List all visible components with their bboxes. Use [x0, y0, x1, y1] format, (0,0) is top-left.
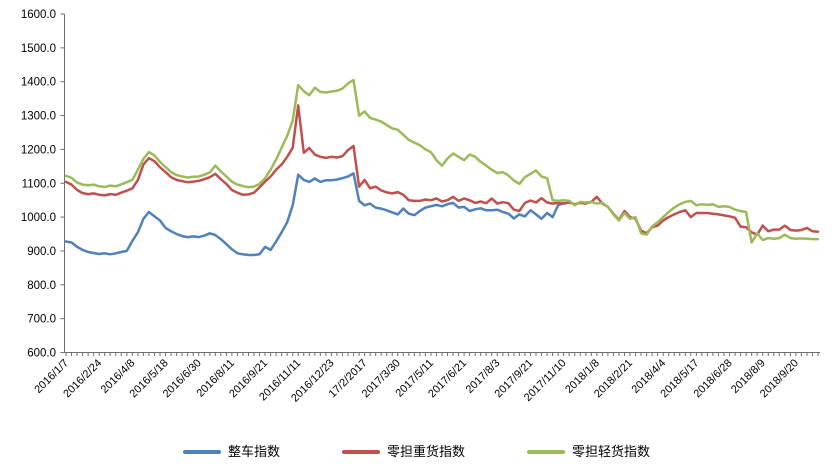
legend-line-sample-ltl-light	[527, 449, 565, 454]
legend-line-sample-ltl-heavy	[341, 449, 380, 454]
legend-line-sample-truckload	[182, 449, 221, 454]
y-tick-label: 1400.0	[21, 77, 56, 89]
y-tick-label: 800.0	[27, 280, 56, 292]
legend-label-ltl-heavy: 零担重货指数	[386, 444, 465, 459]
y-tick-label: 600.0	[27, 348, 56, 360]
y-tick-label: 700.0	[27, 314, 56, 326]
legend-item-ltl-light: 零担轻货指数	[527, 445, 650, 458]
legend-label-ltl-light: 零担轻货指数	[572, 444, 651, 459]
y-tick-label: 1100.0	[22, 178, 56, 190]
chart-legend: 整车指数 零担重货指数 零担轻货指数	[0, 445, 833, 458]
series-line-1	[64, 104, 820, 236]
y-tick-label: 1000.0	[21, 212, 56, 224]
y-tick-label: 1600.0	[21, 9, 56, 21]
legend-item-ltl-heavy: 零担重货指数	[341, 444, 465, 459]
series-line-2	[64, 78, 820, 244]
y-tick-label: 1200.0	[21, 144, 56, 156]
series-line-0	[64, 172, 565, 257]
y-tick-label: 1500.0	[21, 43, 56, 55]
y-tick-label: 1300.0	[21, 111, 56, 123]
legend-item-truckload: 整车指数	[182, 444, 280, 459]
y-tick-label: 900.0	[27, 246, 56, 258]
legend-label-truckload: 整车指数	[227, 444, 280, 459]
